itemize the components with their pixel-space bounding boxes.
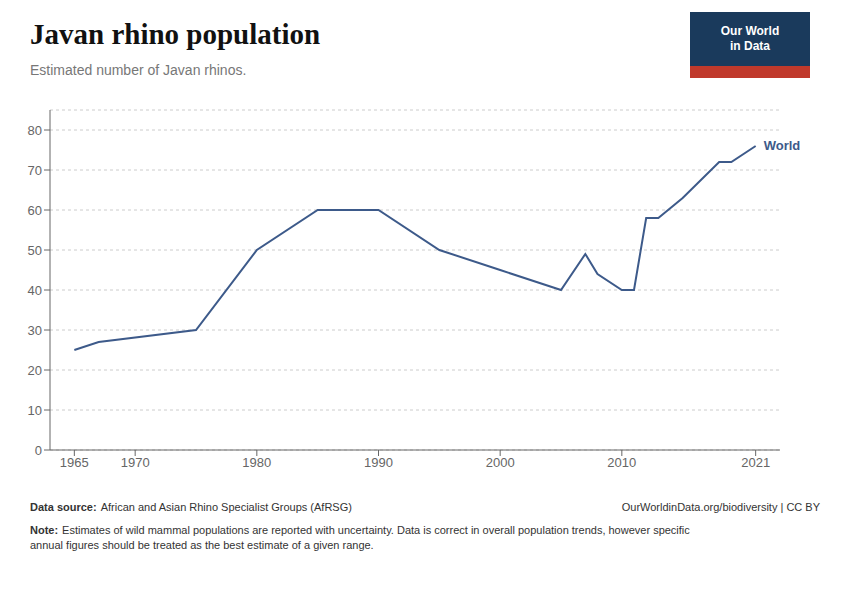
svg-text:50: 50 <box>28 243 42 258</box>
svg-text:2021: 2021 <box>741 455 770 470</box>
svg-text:1965: 1965 <box>60 455 89 470</box>
html-text:Note: Estimates of wild mammal: Note: Estimates of wild mammal populatio… <box>30 524 690 536</box>
svg-text:1990: 1990 <box>364 455 393 470</box>
svg-text:10: 10 <box>28 403 42 418</box>
svg-text:2000: 2000 <box>486 455 515 470</box>
svg-text:30: 30 <box>28 323 42 338</box>
svg-text:1970: 1970 <box>121 455 150 470</box>
svg-text:1980: 1980 <box>242 455 271 470</box>
svg-text:2010: 2010 <box>607 455 636 470</box>
svg-text:0: 0 <box>35 443 42 458</box>
svg-text:80: 80 <box>28 123 42 138</box>
svg-text:20: 20 <box>28 363 42 378</box>
html-text:Our World: Our World <box>720 24 780 38</box>
html-text:OurWorldinData.org/biodiversit: OurWorldinData.org/biodiversity | CC BY <box>621 501 820 513</box>
html-text:Javan rhino population: Javan rhino population <box>30 18 321 50</box>
html-text:Estimated number of Javan rhin: Estimated number of Javan rhinos. <box>30 62 247 78</box>
html-text:Data source: African and Asian: Data source: African and Asian Rhino Spe… <box>30 501 352 513</box>
svg-text:60: 60 <box>28 203 42 218</box>
html-text:annual figures should be treat: annual figures should be treated as the … <box>30 539 374 551</box>
svg-text:70: 70 <box>28 163 42 178</box>
html-text:in Data: in Data <box>730 39 770 53</box>
svg-text:World: World <box>764 138 801 153</box>
svg-text:40: 40 <box>28 283 42 298</box>
